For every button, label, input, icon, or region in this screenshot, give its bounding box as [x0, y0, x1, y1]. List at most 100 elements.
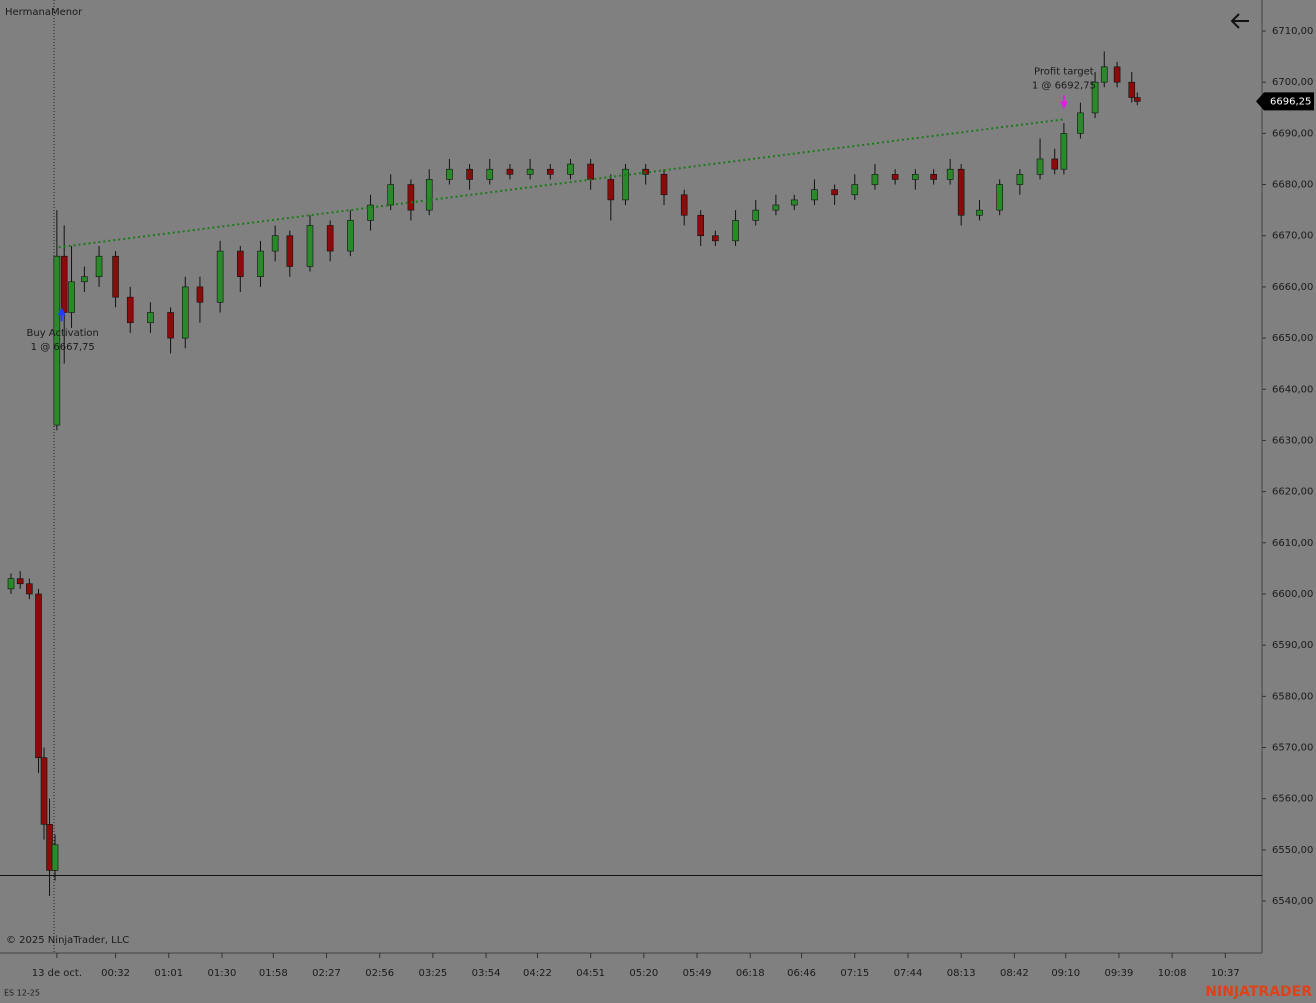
candle-body: [1133, 97, 1141, 102]
x-tick-label: 09:39: [1105, 968, 1134, 979]
x-tick-label: 04:51: [576, 968, 605, 979]
x-tick-label: 08:13: [947, 968, 976, 979]
trade-detail: 1 @ 6692,75: [1032, 80, 1096, 91]
copyright: © 2025 NinjaTrader, LLC: [6, 935, 129, 946]
candle-body: [16, 578, 24, 585]
candle-body: [486, 168, 494, 180]
chart-title: HermanaMenor: [5, 7, 83, 18]
instrument: ES 12-25: [4, 989, 40, 998]
candle-body: [126, 296, 134, 324]
y-tick-label: 6600,00: [1272, 589, 1313, 600]
candle-body: [772, 204, 780, 211]
y-tick-label: 6630,00: [1272, 435, 1313, 446]
candle-body: [1036, 158, 1044, 175]
x-tick-label: 01:58: [259, 968, 288, 979]
trade-detail: 1 @ 6667,75: [31, 342, 95, 353]
candle-body: [257, 250, 264, 277]
candle-body: [946, 168, 954, 180]
candle-body: [1091, 81, 1099, 114]
x-tick-label: 09:10: [1051, 968, 1080, 979]
y-tick-label: 6540,00: [1272, 896, 1313, 907]
x-tick-label: 01:01: [154, 968, 183, 979]
candle-body: [930, 174, 937, 180]
candle-body: [1128, 81, 1136, 98]
x-tick-label: 13 de oct.: [32, 968, 82, 979]
candle-body: [286, 235, 294, 267]
trade-arrow: [57, 307, 66, 322]
candle-body: [407, 184, 415, 211]
candle-body: [167, 312, 174, 339]
brand: NINJATRADER: [1205, 984, 1312, 1000]
candle-body: [680, 194, 688, 216]
candle-body: [712, 235, 719, 242]
x-tick-label: 10:08: [1158, 968, 1187, 979]
x-tick-label: 08:42: [1000, 968, 1029, 979]
y-tick-label: 6560,00: [1272, 794, 1313, 805]
candle-body: [1016, 174, 1024, 185]
candle-body: [732, 220, 739, 242]
y-tick-label: 6570,00: [1272, 743, 1313, 754]
candle-body: [271, 235, 279, 252]
x-tick-label: 03:54: [472, 968, 501, 979]
y-tick-label: 6590,00: [1272, 640, 1313, 651]
candle-body: [587, 163, 594, 180]
candle-body: [196, 286, 204, 303]
candle-body: [147, 312, 154, 324]
last-price-box: [1256, 92, 1314, 111]
candle-body: [957, 168, 965, 216]
candle-body: [306, 225, 314, 267]
candle-body: [790, 199, 798, 206]
x-tick-label: 05:20: [629, 968, 658, 979]
candle-body: [567, 163, 574, 175]
trade-arrow: [1059, 95, 1068, 110]
candle-body: [40, 757, 48, 825]
candle-body: [851, 184, 859, 196]
x-tick-label: 04:22: [523, 968, 552, 979]
x-tick-label: 06:46: [787, 968, 816, 979]
candle-body: [46, 823, 53, 871]
y-tick-label: 6660,00: [1272, 282, 1313, 293]
x-tick-label: 01:30: [208, 968, 237, 979]
candle-body: [181, 286, 189, 339]
candle-body: [1077, 112, 1084, 134]
candle-body: [387, 184, 395, 206]
candle-body: [367, 204, 374, 221]
candle-body: [622, 168, 629, 201]
candle-body: [35, 593, 42, 759]
candle-body: [1051, 158, 1059, 170]
candle-body: [446, 168, 453, 180]
y-tick-label: 6550,00: [1272, 845, 1313, 856]
back-arrow[interactable]: [1230, 13, 1249, 29]
candle-body: [216, 250, 224, 303]
candle-body: [26, 583, 33, 595]
candle-body: [81, 276, 88, 283]
candle-body: [697, 214, 705, 237]
candle-body: [752, 209, 760, 221]
candle-body: [466, 168, 473, 180]
y-tick-label: 6690,00: [1272, 128, 1313, 139]
candle-body: [1060, 133, 1068, 170]
x-tick-label: 02:56: [365, 968, 394, 979]
candle-body: [1113, 66, 1121, 83]
candle-body: [95, 255, 103, 277]
candle-body: [347, 220, 354, 252]
x-tick-label: 02:27: [312, 968, 341, 979]
candle-body: [912, 174, 919, 180]
candle-body: [607, 179, 615, 201]
y-tick-label: 6680,00: [1272, 180, 1313, 191]
candle-body: [871, 174, 879, 185]
candle-body: [326, 225, 334, 252]
y-tick-label: 6610,00: [1272, 538, 1313, 549]
candle-body: [526, 168, 534, 175]
candle-body: [51, 844, 59, 871]
x-tick-label: 07:44: [894, 968, 923, 979]
x-tick-label: 05:49: [683, 968, 712, 979]
trade-label: Profit target: [1034, 66, 1094, 77]
y-tick-label: 6620,00: [1272, 487, 1313, 498]
y-tick-label: 6580,00: [1272, 691, 1313, 702]
trade-line: [58, 118, 1065, 249]
candle-body: [891, 174, 899, 180]
